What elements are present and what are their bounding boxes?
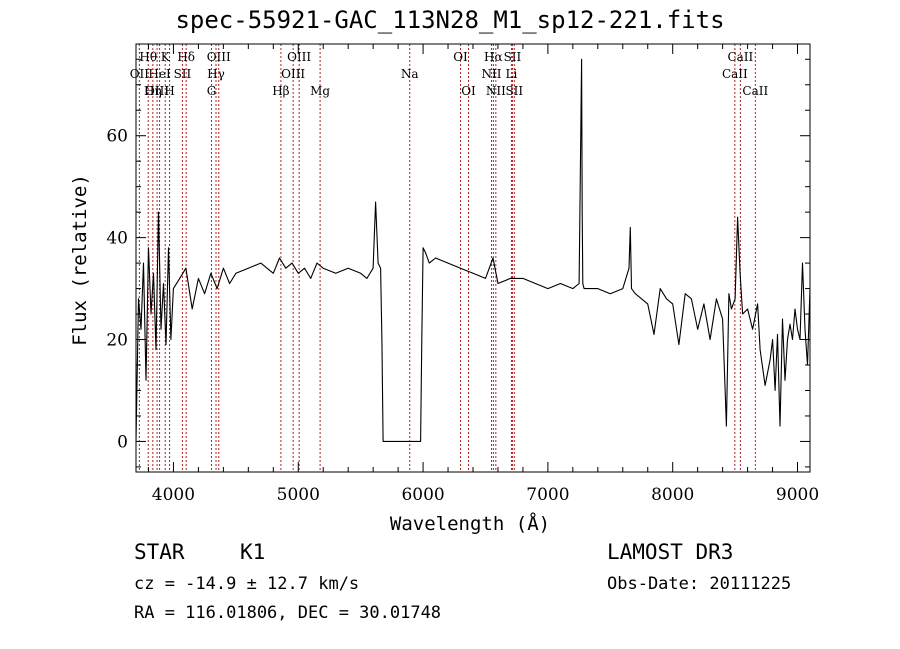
y-tick-label: 40 — [106, 229, 128, 249]
line-marker-label: Mg — [310, 84, 330, 98]
line-marker-label: OII — [130, 67, 150, 81]
line-marker-label: SII — [504, 50, 522, 64]
line-marker-label: OIII — [145, 84, 169, 98]
line-marker-label: SII — [505, 84, 523, 98]
x-tick-label: 4000 — [152, 485, 195, 505]
line-marker-label: NII — [486, 84, 506, 98]
chart-title: spec-55921-GAC_113N28_M1_sp12-221.fits — [175, 6, 725, 34]
line-markers — [138, 44, 756, 472]
line-marker-label: OIII — [287, 50, 311, 64]
axes — [135, 43, 811, 473]
y-tick-label: 60 — [106, 127, 128, 147]
tick-labels: 4000 5000 6000 7000 8000 9000 0 20 40 60 — [106, 127, 819, 505]
line-marker-label: Hδ — [177, 50, 195, 64]
line-marker-label: HeI — [148, 67, 171, 81]
y-tick-label: 20 — [106, 331, 128, 351]
line-marker-label: OI — [461, 84, 476, 98]
y-tick-label: 0 — [117, 432, 128, 452]
x-tick-label: 5000 — [277, 485, 320, 505]
line-marker-label: NII — [481, 67, 501, 81]
x-tick-label: 8000 — [651, 485, 694, 505]
line-marker-label: Hα — [484, 50, 503, 64]
line-marker-label: H — [164, 84, 174, 98]
redshift-text: cz = -14.9 ± 12.7 km/s — [134, 574, 360, 594]
line-marker-label: Hβ — [272, 84, 289, 98]
x-tick-label: 7000 — [526, 485, 569, 505]
survey-label: LAMOST DR3 — [607, 540, 734, 564]
ra-dec-text: RA = 116.01806, DEC = 30.01748 — [134, 603, 442, 623]
line-marker-label: Hη — [144, 84, 162, 98]
line-marker-label: CaII — [727, 50, 753, 64]
series-layer — [135, 58, 811, 442]
x-tick-label: 9000 — [776, 485, 819, 505]
class-label: STAR — [134, 540, 185, 564]
subclass-label: K1 — [240, 540, 266, 564]
line-marker-label: Hθ — [139, 50, 157, 64]
line-marker-label: Hγ — [207, 67, 225, 81]
line-marker-label: OIII — [207, 50, 231, 64]
line-marker-label: CaII — [722, 67, 748, 81]
y-axis-label: Flux (relative) — [69, 174, 91, 346]
line-marker-label: Li — [506, 67, 518, 81]
x-tick-label: 6000 — [401, 485, 444, 505]
x-axis-label: Wavelength (Å) — [390, 512, 550, 535]
obs-date-text: Obs-Date: 20111225 — [607, 574, 792, 594]
line-marker-label: G — [207, 84, 217, 98]
plot-frame — [135, 43, 811, 473]
line-marker-label: CaII — [742, 84, 768, 98]
line-marker-label: K — [161, 50, 171, 64]
line-marker-label: SII — [174, 67, 192, 81]
line-marker-label: OI — [453, 50, 468, 64]
line-marker-label: OIII — [281, 67, 305, 81]
spectrum-line-0 — [135, 58, 811, 442]
line-marker-label: Na — [401, 67, 419, 81]
